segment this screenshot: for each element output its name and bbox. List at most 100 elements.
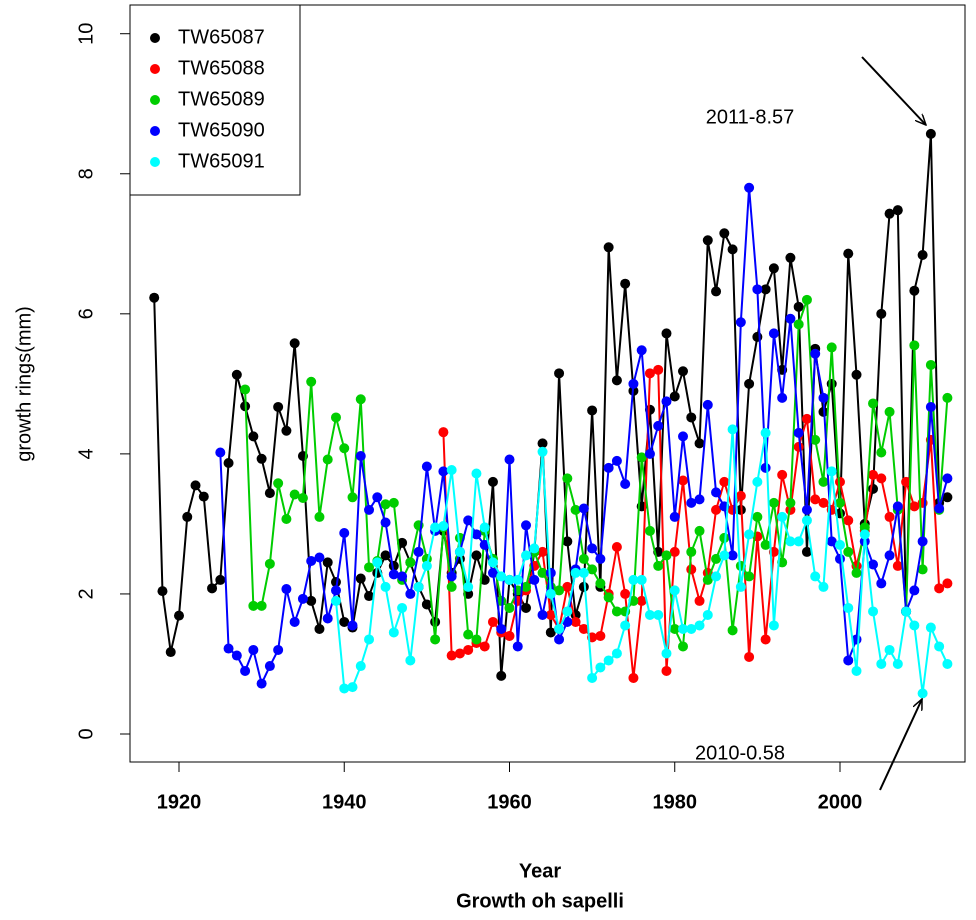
data-point [355, 450, 366, 461]
x-tick-label: 1940 [322, 791, 367, 813]
data-point [868, 606, 879, 617]
data-point [273, 478, 284, 489]
data-point [694, 525, 705, 536]
data-point [347, 620, 358, 631]
data-point [843, 602, 854, 613]
data-point [504, 602, 515, 613]
data-point [892, 560, 903, 571]
data-point [603, 592, 614, 603]
data-point [686, 546, 697, 557]
data-point [801, 515, 812, 526]
data-point [834, 553, 845, 564]
annotation-arrow [879, 699, 923, 791]
data-point [653, 364, 664, 375]
data-point [851, 567, 862, 578]
data-point [603, 462, 614, 473]
data-point [248, 431, 259, 442]
data-point [587, 672, 598, 683]
data-point [892, 658, 903, 669]
data-point [297, 593, 308, 604]
data-point [264, 661, 275, 672]
data-point [909, 585, 920, 596]
data-point [554, 585, 565, 596]
data-point [256, 678, 267, 689]
legend-label: TW65091 [178, 150, 265, 172]
data-point [364, 634, 375, 645]
data-point [669, 585, 680, 596]
data-point [744, 378, 755, 389]
data-point [537, 446, 548, 457]
data-point [834, 539, 845, 550]
data-point [694, 494, 705, 505]
data-point [702, 609, 713, 620]
data-point [306, 595, 317, 606]
data-point [669, 546, 680, 557]
y-axis-label: growth rings(mm) [13, 306, 35, 462]
y-tick-label: 4 [75, 448, 97, 459]
data-point [843, 248, 854, 259]
data-point [347, 492, 358, 503]
data-point [793, 301, 804, 312]
data-point [496, 670, 507, 681]
data-point [777, 469, 788, 480]
data-point [421, 461, 432, 472]
data-point [388, 627, 399, 638]
data-point [793, 536, 804, 547]
data-point [901, 606, 912, 617]
data-point [661, 396, 672, 407]
data-point [388, 497, 399, 508]
data-point [595, 553, 606, 564]
data-point [355, 661, 366, 672]
data-point [768, 497, 779, 508]
x-tick-label: 1980 [652, 791, 697, 813]
data-point [810, 494, 821, 505]
data-point [843, 655, 854, 666]
data-point [620, 620, 631, 631]
data-point [711, 553, 722, 564]
data-point [273, 644, 284, 655]
data-point [694, 620, 705, 631]
data-point [628, 672, 639, 683]
annotation: 2010-0.58 [695, 742, 785, 764]
data-point [810, 348, 821, 359]
data-point [545, 627, 556, 638]
data-point [744, 529, 755, 540]
data-point [760, 284, 771, 295]
data-point [372, 557, 383, 568]
data-point [909, 501, 920, 512]
data-point [868, 398, 879, 409]
data-point [942, 578, 953, 589]
data-point [223, 457, 234, 468]
data-point [504, 574, 515, 585]
data-point [917, 564, 928, 575]
data-point [463, 644, 474, 655]
data-point [264, 558, 275, 569]
data-point [644, 368, 655, 379]
data-point [719, 476, 730, 487]
data-point [487, 567, 498, 578]
data-point [694, 438, 705, 449]
data-point [454, 648, 465, 659]
data-point [793, 319, 804, 330]
data-point [521, 520, 532, 531]
data-point [587, 543, 598, 554]
data-point [446, 650, 457, 661]
data-point [686, 564, 697, 575]
data-point [661, 550, 672, 561]
data-point [719, 550, 730, 561]
data-point [686, 623, 697, 634]
data-point [785, 313, 796, 324]
data-point [818, 581, 829, 592]
data-point [545, 609, 556, 620]
data-point [587, 564, 598, 575]
data-point [777, 392, 788, 403]
data-point [834, 497, 845, 508]
data-point [430, 634, 441, 645]
data-point [785, 252, 796, 263]
data-point [702, 399, 713, 410]
data-point [256, 453, 267, 464]
data-point [884, 208, 895, 219]
data-point [562, 606, 573, 617]
data-point [322, 454, 333, 465]
